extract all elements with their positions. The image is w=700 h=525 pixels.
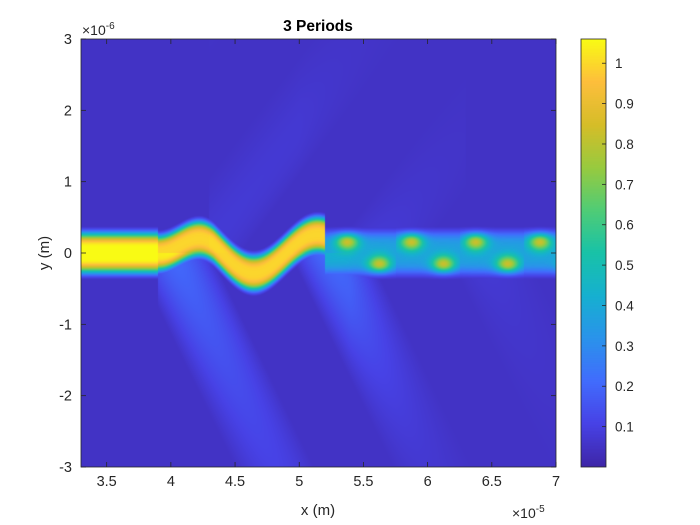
colorbar-container xyxy=(581,39,606,467)
y-tick-label: -3 xyxy=(59,460,72,476)
colorbar-ticks: 0.1 0.2 0.3 0.4 0.5 0.6 0.7 0.8 0.9 1 xyxy=(602,56,634,435)
colorbar-tick-label: 0.1 xyxy=(615,420,634,435)
x-tick-label: 6.5 xyxy=(482,474,502,490)
x-axis-ticks: 3.5 4 4.5 5 5.5 6 6.5 7 xyxy=(97,39,560,490)
x-tick-label: 7 xyxy=(552,474,560,490)
colorbar-tick-label: 0.2 xyxy=(615,379,634,394)
x-tick-label: 4.5 xyxy=(225,474,245,490)
y-tick-label: 0 xyxy=(64,246,72,262)
colorbar-gradient xyxy=(581,39,606,467)
y-tick-label: 2 xyxy=(64,103,72,119)
colorbar: 0.1 0.2 0.3 0.4 0.5 0.6 0.7 0.8 0.9 1 xyxy=(580,38,634,468)
colorbar-tick-label: 0.4 xyxy=(615,298,634,313)
colorbar-frame xyxy=(580,38,607,468)
y-exponent-base: ×10 xyxy=(82,22,106,38)
heatmap-image xyxy=(81,39,556,467)
colorbar-tick-label: 0.6 xyxy=(615,218,634,233)
x-tick-label: 5 xyxy=(295,474,303,490)
colorbar-tick-label: 0.9 xyxy=(615,97,634,112)
colorbar-tick-label: 0.3 xyxy=(615,339,634,354)
y-tick-label: -1 xyxy=(59,317,72,333)
y-tick-label: -2 xyxy=(59,389,72,405)
heatmap-container xyxy=(81,39,556,467)
plot-area xyxy=(80,38,557,468)
x-tick-label: 6 xyxy=(424,474,432,490)
x-tick-label: 4 xyxy=(167,474,175,490)
colorbar-tick-label: 1 xyxy=(615,56,623,71)
colorbar-tick-label: 0.8 xyxy=(615,137,634,152)
chart-title: 3 Periods xyxy=(283,18,353,35)
x-tick-label: 3.5 xyxy=(97,474,117,490)
y-axis-label: y (m) xyxy=(36,236,53,270)
y-axis-exponent: ×10-6 xyxy=(82,21,115,38)
colorbar-tick-label: 0.5 xyxy=(615,258,634,273)
y-exponent-power: -6 xyxy=(106,21,115,32)
x-exponent-base: ×10 xyxy=(512,505,536,521)
y-tick-label: 3 xyxy=(64,32,72,48)
y-tick-label: 1 xyxy=(64,175,72,191)
x-exponent-power: -5 xyxy=(536,504,545,515)
x-axis-exponent: ×10-5 xyxy=(512,504,545,521)
x-axis-label: x (m) xyxy=(301,502,335,519)
x-tick-label: 5.5 xyxy=(353,474,373,490)
y-axis-ticks: -3 -2 -1 0 1 2 3 xyxy=(59,32,556,476)
colorbar-tick-label: 0.7 xyxy=(615,177,634,192)
